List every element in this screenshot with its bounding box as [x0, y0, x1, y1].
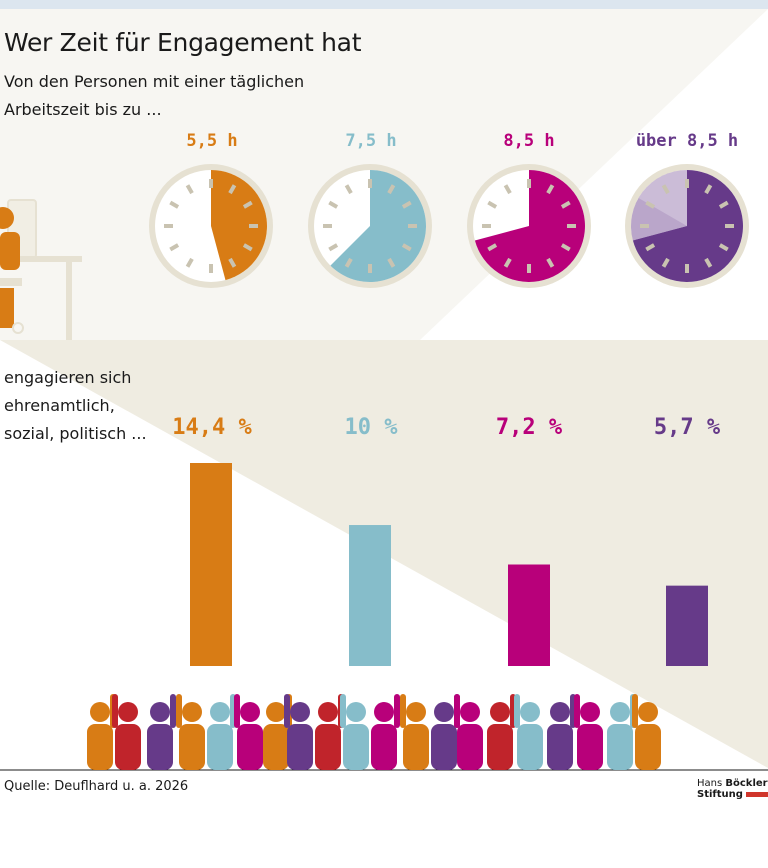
clock-tick [645, 200, 656, 209]
bar-3 [508, 564, 550, 666]
crowd-person [340, 694, 369, 770]
clock-overtime-sector [631, 170, 687, 241]
clock-tick [661, 184, 670, 195]
clock-label-1: 5,5 h [186, 131, 238, 151]
clock-tick [228, 184, 237, 195]
crowd-person [112, 694, 141, 770]
bar-2 [349, 525, 391, 666]
clock-tick [503, 184, 512, 195]
crowd-person [371, 694, 400, 770]
clock-1 [149, 164, 273, 288]
crowd-person [632, 694, 661, 770]
top-bar [0, 0, 768, 9]
clock-label-2: 7,5 h [345, 131, 397, 151]
subtitle-line-1: Von den Personen mit einer täglichen [4, 72, 305, 91]
clock-tick [185, 184, 194, 195]
clock-tick [487, 200, 498, 209]
hans-boeckler-logo: Hans Böckler Stiftung [697, 778, 768, 800]
bar-4 [666, 585, 708, 666]
value-label-3: 7,2 % [495, 415, 563, 440]
clock-tick [401, 200, 412, 209]
clock-tick [704, 184, 713, 195]
clock-tick [560, 243, 571, 252]
crowd-person [284, 694, 313, 770]
page-title: Wer Zeit für Engagement hat [4, 28, 362, 57]
clock-overtime-highlight [638, 170, 687, 226]
crowd-person [400, 694, 429, 770]
clock-label-4: über 8,5 h [635, 131, 739, 151]
clock-tick [328, 200, 339, 209]
clock-tick [503, 257, 512, 268]
value-label-2: 10 % [344, 415, 398, 440]
clock-tick [169, 200, 180, 209]
clock-label-3: 8,5 h [503, 131, 555, 151]
crowd-person [454, 694, 483, 770]
clock-tick [169, 243, 180, 252]
note-line-2: ehrenamtlich, [4, 396, 115, 415]
clock-tick [546, 257, 555, 268]
clock-tick [718, 200, 729, 209]
crowd-person [234, 694, 263, 770]
logo-text-boeckler: Böckler [725, 778, 768, 789]
clock-tick [387, 184, 396, 195]
crowd-person [147, 694, 176, 770]
logo-bar [745, 791, 768, 797]
clock-tick [546, 184, 555, 195]
crowd-person [547, 694, 576, 770]
clock-tick [328, 243, 339, 252]
crowd-person [315, 694, 344, 770]
clock-tick [344, 257, 353, 268]
clock-tick [387, 257, 396, 268]
crowd-person [87, 694, 116, 770]
clock-tick [242, 200, 253, 209]
clock-tick [228, 257, 237, 268]
source-note: Quelle: Deuflhard u. a. 2026 [4, 779, 189, 794]
clock-tick [718, 243, 729, 252]
crowd-person [574, 694, 603, 770]
clock-tick [661, 257, 670, 268]
clock-tick [560, 200, 571, 209]
clock-tick [401, 243, 412, 252]
value-label-4: 5,7 % [653, 415, 721, 440]
clock-tick [704, 257, 713, 268]
note-line-1: engagieren sich [4, 368, 132, 387]
crowd-person [514, 694, 543, 770]
logo-text-hans: Hans [697, 778, 723, 789]
crowd-person [207, 694, 236, 770]
crowd-person [176, 694, 205, 770]
clock-2 [308, 164, 432, 288]
value-label-1: 14,4 % [172, 415, 252, 440]
clock-time-sector [474, 170, 585, 282]
clock-tick [242, 243, 253, 252]
subtitle-line-2: Arbeitszeit bis zu ... [4, 100, 162, 119]
desk-illustration [0, 199, 82, 340]
crowd-person [487, 694, 516, 770]
crowd-person [607, 694, 636, 770]
clock-time-sector [211, 170, 267, 281]
person-body [0, 232, 20, 270]
clock-time-sector [330, 170, 426, 282]
clock-tick [185, 257, 194, 268]
logo-text-stiftung: Stiftung [697, 789, 743, 800]
clock-3 [467, 164, 591, 288]
bar-1 [190, 463, 232, 666]
note-line-3: sozial, politisch ... [4, 424, 147, 443]
person-head [0, 207, 14, 229]
clock-time-sector [632, 170, 744, 282]
clock-tick [344, 184, 353, 195]
clock-tick [487, 243, 498, 252]
clock-tick [645, 243, 656, 252]
clock-4 [625, 164, 749, 288]
